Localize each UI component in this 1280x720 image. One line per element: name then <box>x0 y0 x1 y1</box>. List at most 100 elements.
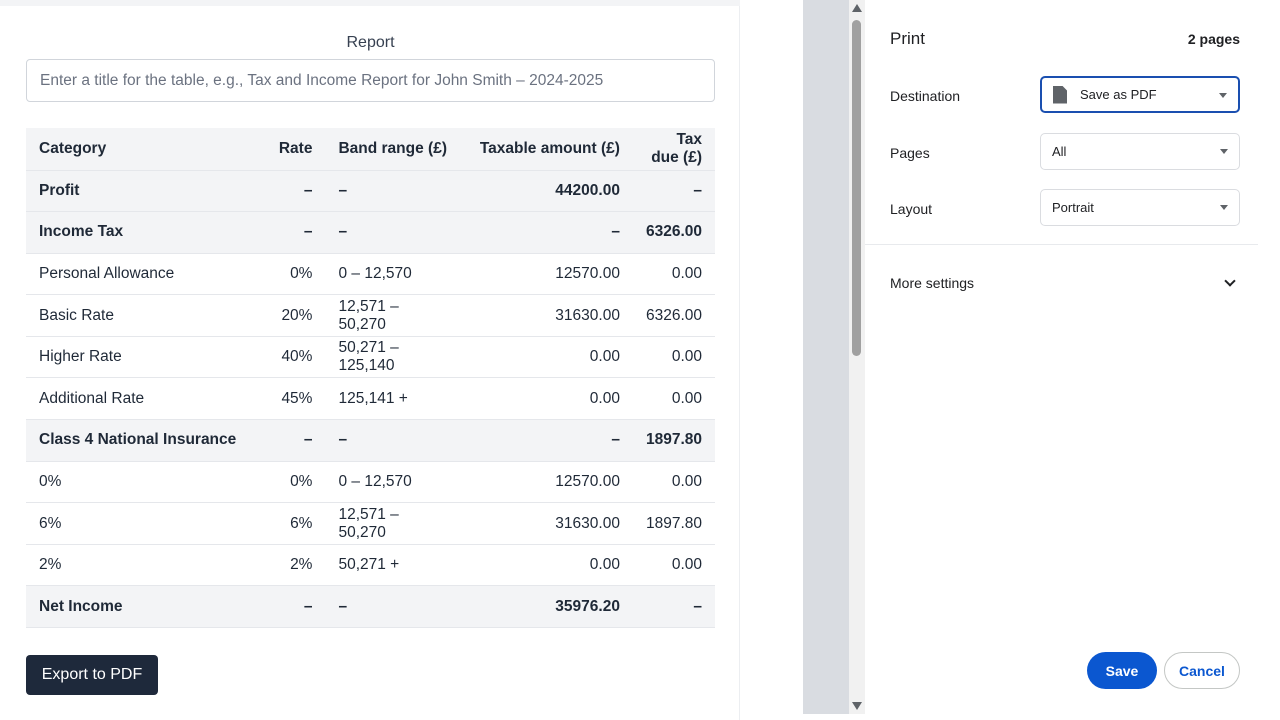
table-row: Net Income – –35976.20– <box>26 585 715 629</box>
cell-category: Income Tax <box>26 211 254 254</box>
cell-rate: – <box>253 211 326 254</box>
scroll-up-arrow-icon[interactable] <box>852 4 862 12</box>
cell-category: Class 4 National Insurance <box>26 419 254 462</box>
cell-tax-due: 1897.80 <box>632 419 715 462</box>
page-count: 2 pages <box>1187 31 1240 47</box>
table-row: 6% 6% 12,571 – 50,270 31630.00 1897.80 <box>26 502 715 545</box>
column-header-tax-due: Tax due (£) <box>632 128 715 171</box>
cell-rate: – <box>253 585 326 629</box>
cell-rate: 0% <box>253 253 326 296</box>
report-title-input[interactable] <box>26 59 715 102</box>
cell-taxable-amount: 44200.00 <box>463 170 633 213</box>
cell-tax-due: 0.00 <box>632 461 715 504</box>
print-settings-panel: Print 2 pages Destination Save as PDF Pa… <box>865 0 1280 714</box>
cell-taxable-amount: 31630.00 <box>463 502 633 545</box>
cell-band-range: – <box>325 419 464 462</box>
cell-rate: – <box>253 419 326 462</box>
report-page: Report Category Rate Band range (£) Taxa… <box>0 0 740 720</box>
cell-rate: 45% <box>253 377 326 421</box>
cell-category: Basic Rate <box>26 294 254 337</box>
cell-taxable-amount: 0.00 <box>463 544 633 587</box>
cell-category: Higher Rate <box>26 336 254 379</box>
destination-select[interactable]: Save as PDF <box>1040 76 1240 113</box>
scrollbar-thumb[interactable] <box>852 20 861 356</box>
cell-taxable-amount: 12570.00 <box>463 461 633 504</box>
layout-label: Layout <box>890 201 933 217</box>
cell-tax-due: 0.00 <box>632 544 715 587</box>
scroll-down-arrow-icon[interactable] <box>852 702 862 710</box>
table-row: Profit – –44200.00– <box>26 170 715 213</box>
layout-select[interactable]: Portrait <box>1040 189 1240 226</box>
destination-value: Save as PDF <box>1080 87 1157 102</box>
cell-taxable-amount: – <box>463 211 633 254</box>
export-to-pdf-button[interactable]: Export to PDF <box>26 655 158 695</box>
print-preview-area <box>803 0 849 714</box>
cell-category: Personal Allowance <box>26 253 254 296</box>
table-row: Basic Rate 20% 12,571 – 50,270 31630.00 6326… <box>26 294 715 337</box>
cell-band-range: 50,271 + <box>325 544 464 587</box>
table-header-row: Category Rate Band range (£) Taxable amo… <box>26 128 715 171</box>
pages-select[interactable]: All <box>1040 133 1240 170</box>
cell-taxable-amount: 0.00 <box>463 377 633 421</box>
more-settings-toggle[interactable]: More settings <box>890 268 1240 298</box>
table-row: Income Tax – – –6326.00 <box>26 211 715 254</box>
cell-category: 0% <box>26 461 254 504</box>
save-button[interactable]: Save <box>1087 652 1157 689</box>
cell-tax-due: 0.00 <box>632 253 715 296</box>
preview-scrollbar[interactable] <box>849 0 865 714</box>
report-table: Category Rate Band range (£) Taxable amo… <box>26 128 715 629</box>
cell-category: Net Income <box>26 585 254 629</box>
dropdown-arrow-icon <box>1219 93 1227 98</box>
print-title: Print <box>890 29 925 48</box>
cell-band-range: – <box>325 170 464 213</box>
cell-band-range: 125,141 + <box>325 377 464 421</box>
cell-category: 6% <box>26 502 254 545</box>
pages-label: Pages <box>890 145 930 161</box>
layout-value: Portrait <box>1052 200 1094 215</box>
table-row: 2% 2% 50,271 +0.00 0.00 <box>26 544 715 587</box>
cell-taxable-amount: 31630.00 <box>463 294 633 337</box>
cancel-button[interactable]: Cancel <box>1164 652 1240 689</box>
cell-taxable-amount: 12570.00 <box>463 253 633 296</box>
dropdown-arrow-icon <box>1220 149 1228 154</box>
cell-category: Additional Rate <box>26 377 254 421</box>
more-settings-label: More settings <box>890 275 975 291</box>
cell-band-range: – <box>325 585 464 629</box>
cell-rate: – <box>253 170 326 213</box>
table-row: Class 4 National Insurance – – –1897.80 <box>26 419 715 462</box>
page-top-edge <box>0 0 740 6</box>
cell-tax-due: 0.00 <box>632 336 715 379</box>
cell-category: Profit <box>26 170 254 213</box>
cell-rate: 2% <box>253 544 326 587</box>
cell-rate: 6% <box>253 502 326 545</box>
dropdown-arrow-icon <box>1220 205 1228 210</box>
cell-band-range: 50,271 – 125,140 <box>325 336 464 379</box>
cell-taxable-amount: 35976.20 <box>463 585 633 629</box>
column-header-category: Category <box>26 128 254 171</box>
settings-divider <box>865 244 1258 245</box>
cell-taxable-amount: – <box>463 419 633 462</box>
cell-tax-due: 1897.80 <box>632 502 715 545</box>
cell-band-range: 12,571 – 50,270 <box>325 294 464 337</box>
pdf-file-icon <box>1053 85 1067 104</box>
cell-tax-due: 0.00 <box>632 377 715 421</box>
pages-value: All <box>1052 144 1067 159</box>
column-header-taxable-amount: Taxable amount (£) <box>463 128 633 171</box>
cell-taxable-amount: 0.00 <box>463 336 633 379</box>
cell-tax-due: – <box>632 585 715 629</box>
cell-tax-due: 6326.00 <box>632 211 715 254</box>
cell-band-range: 0 – 12,570 <box>325 253 464 296</box>
report-label: Report <box>346 34 395 51</box>
cell-band-range: 0 – 12,570 <box>325 461 464 504</box>
cell-rate: 40% <box>253 336 326 379</box>
chevron-down-icon <box>1224 275 1236 287</box>
table-row: 0% 0% 0 – 12,570 12570.00 0.00 <box>26 461 715 504</box>
cell-rate: 20% <box>253 294 326 337</box>
column-header-band-range: Band range (£) <box>325 128 464 171</box>
destination-label: Destination <box>890 88 961 104</box>
cell-category: 2% <box>26 544 254 587</box>
cell-band-range: – <box>325 211 464 254</box>
table-row: Higher Rate 40% 50,271 – 125,140 0.00 0.00 <box>26 336 715 379</box>
cell-tax-due: 6326.00 <box>632 294 715 337</box>
cell-rate: 0% <box>253 461 326 504</box>
